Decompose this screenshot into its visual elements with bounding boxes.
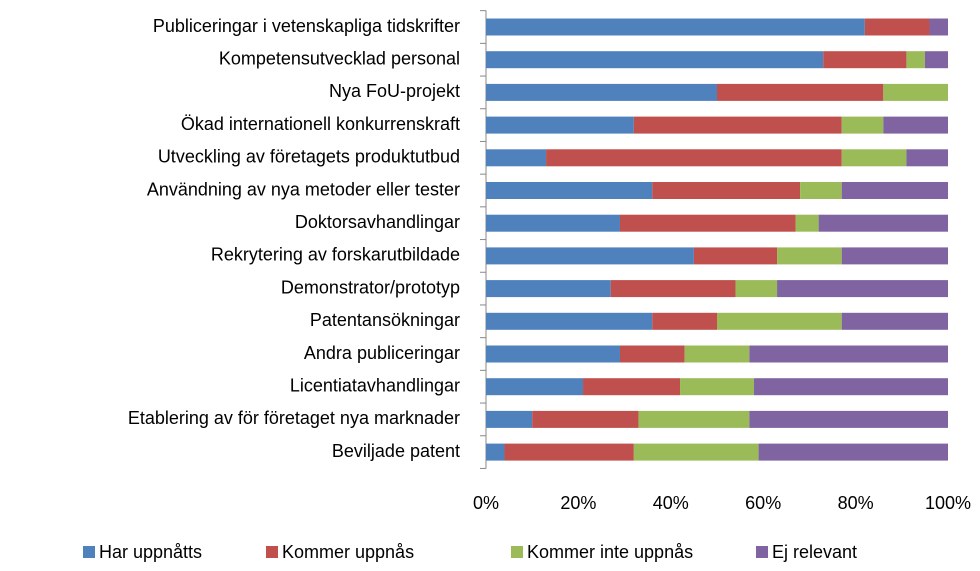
bar-segment: [929, 18, 948, 36]
category-label: Utveckling av företagets produktutbud: [158, 147, 460, 167]
bar-segment: [735, 280, 778, 298]
bar-segment: [486, 149, 547, 167]
legend-swatch: [83, 546, 95, 558]
bar-segment: [823, 51, 907, 69]
bar-segment: [486, 83, 717, 101]
bar-segment: [841, 182, 948, 199]
x-tick-label: 0%: [473, 493, 499, 513]
bar-segment: [906, 51, 925, 69]
bar-segment: [638, 410, 750, 428]
bar-segment: [486, 345, 620, 363]
bar-segment: [693, 247, 778, 265]
bar-segment: [633, 443, 759, 461]
bar-segment: [680, 378, 754, 396]
bar-segment: [841, 312, 948, 330]
x-tick-label: 60%: [745, 493, 781, 513]
bar-segment: [486, 116, 634, 134]
bar-segment: [583, 378, 681, 396]
category-label: Rekrytering av forskarutbildade: [211, 245, 460, 265]
category-label: Kompetensutvecklad personal: [219, 48, 460, 68]
bar-segment: [486, 443, 505, 461]
x-tick-label: 80%: [838, 493, 874, 513]
category-label: Licentiatavhandlingar: [290, 375, 460, 395]
bar-segment: [795, 214, 819, 232]
legend-label: Ej relevant: [772, 542, 857, 562]
bar-segment: [749, 410, 948, 428]
bar-segment: [749, 345, 948, 363]
category-label: Etablering av för företaget nya marknade…: [128, 408, 460, 428]
bar-segment: [753, 378, 948, 396]
legend-swatch: [266, 546, 278, 558]
category-label: Användning av nya metoder eller tester: [147, 179, 460, 199]
category-label: Doktorsavhandlingar: [295, 212, 460, 232]
bar-segment: [633, 116, 842, 134]
bar-segment: [841, 149, 907, 167]
bar-segment: [800, 182, 842, 199]
category-label: Andra publiceringar: [304, 343, 460, 363]
category-label: Demonstrator/prototyp: [281, 277, 460, 297]
bar-segment: [610, 280, 736, 298]
bar-segment: [684, 345, 750, 363]
bar-segment: [486, 312, 653, 330]
bar-segment: [619, 345, 685, 363]
bar-segment: [619, 214, 796, 232]
category-label: Nya FoU-projekt: [329, 81, 460, 101]
bar-segment: [777, 280, 948, 298]
bar-segment: [504, 443, 634, 461]
bar-segment: [486, 214, 620, 232]
bar-segment: [717, 83, 884, 101]
legend-label: Kommer inte uppnås: [527, 542, 693, 562]
bar-segment: [758, 443, 948, 461]
bar-segment: [864, 18, 930, 36]
bar-segment: [924, 51, 948, 69]
legend-label: Kommer uppnås: [282, 542, 414, 562]
bar-segment: [486, 410, 533, 428]
x-tick-label: 40%: [653, 493, 689, 513]
legend-label: Har uppnåtts: [99, 542, 202, 562]
bar-segment: [841, 116, 884, 134]
bar-segment: [883, 116, 948, 134]
bar-segment: [486, 280, 611, 298]
category-label: Publiceringar i vetenskapliga tidskrifte…: [153, 16, 460, 36]
x-tick-label: 100%: [925, 493, 971, 513]
bar-segment: [818, 214, 948, 232]
bar-segment: [652, 182, 801, 199]
bar-segment: [777, 247, 842, 265]
bar-segment: [883, 83, 948, 101]
bar-segment: [486, 378, 584, 396]
category-label: Patentansökningar: [310, 310, 460, 330]
bar-segment: [652, 312, 717, 330]
bar-segment: [486, 247, 694, 265]
bar-segment: [717, 312, 842, 330]
category-label: Ökad internationell konkurrenskraft: [181, 114, 460, 134]
bar-segment: [906, 149, 948, 167]
bar-segment: [486, 18, 865, 36]
bar-segment: [486, 182, 653, 199]
legend-swatch: [756, 546, 768, 558]
legend-swatch: [511, 546, 523, 558]
bar-segment: [841, 247, 948, 265]
bar-segment: [532, 410, 639, 428]
x-tick-label: 20%: [560, 493, 596, 513]
bar-segment: [486, 51, 824, 69]
category-label: Beviljade patent: [332, 441, 460, 461]
bar-segment: [546, 149, 842, 167]
